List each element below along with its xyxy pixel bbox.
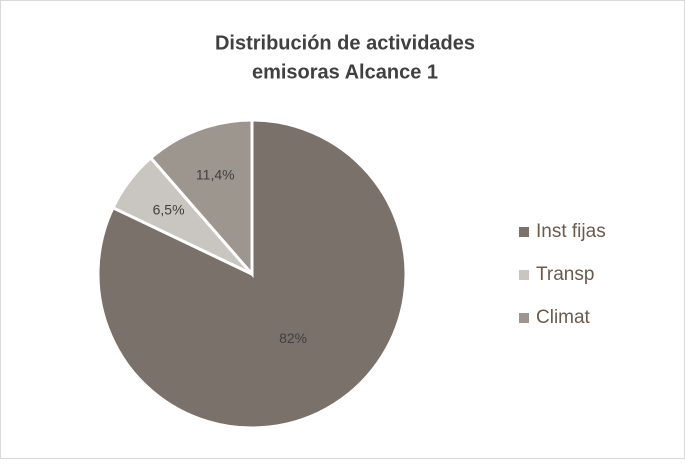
legend-swatch [519,227,529,237]
legend-swatch [519,313,529,323]
legend-swatch [519,270,529,280]
data-label: 11,4% [196,167,235,183]
pie-slice [148,118,254,279]
legend-label: Transp [536,264,594,285]
legend-label: Inst fijas [536,221,606,242]
chart-title: Distribución de actividades [215,32,475,54]
legend-label: Climat [536,307,591,328]
chart-title: emisoras Alcance 1 [252,61,438,83]
data-label: 82% [279,330,307,346]
data-label: 6,5% [153,201,185,217]
